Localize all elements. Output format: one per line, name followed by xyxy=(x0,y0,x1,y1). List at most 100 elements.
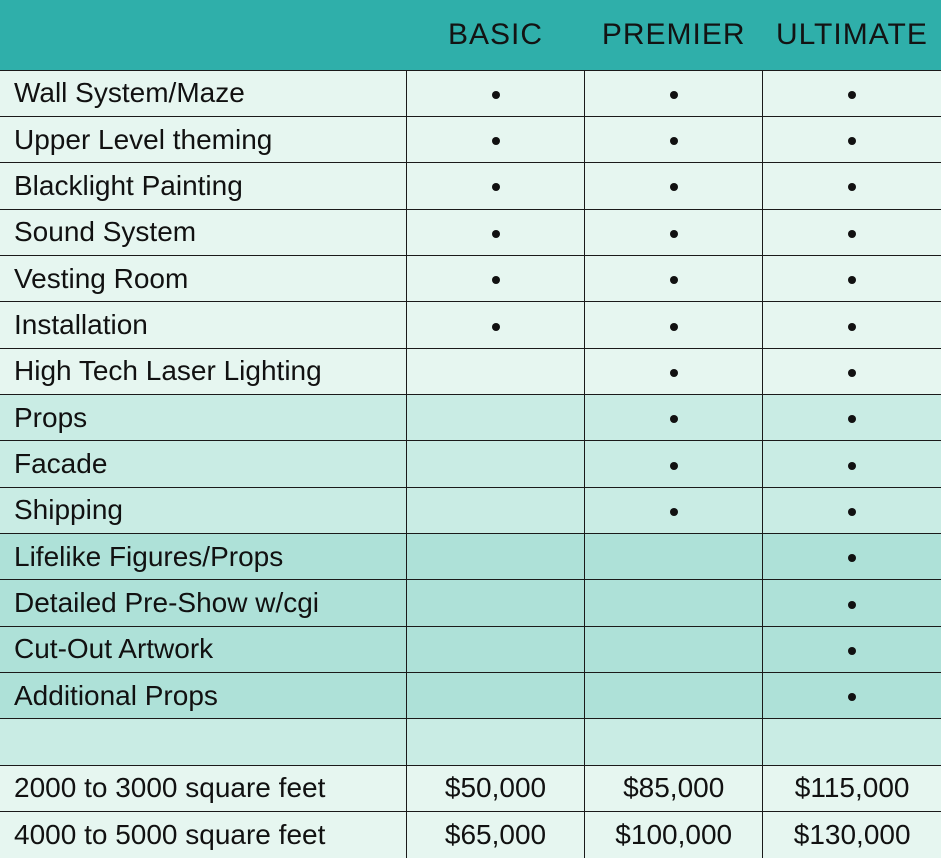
feature-label: Sound System xyxy=(0,209,406,255)
feature-label: Props xyxy=(0,394,406,440)
table-row: Facade xyxy=(0,441,941,487)
bullet-icon xyxy=(848,693,856,701)
feature-cell xyxy=(406,70,584,116)
bullet-icon xyxy=(848,137,856,145)
feature-cell xyxy=(406,255,584,301)
table-row: High Tech Laser Lighting xyxy=(0,348,941,394)
feature-label: Facade xyxy=(0,441,406,487)
pricing-cell: $115,000 xyxy=(763,765,941,811)
header-basic: BASIC xyxy=(406,0,584,70)
feature-label: Upper Level theming xyxy=(0,116,406,162)
pricing-label: 4000 to 5000 square feet xyxy=(0,812,406,858)
feature-label: Wall System/Maze xyxy=(0,70,406,116)
feature-cell xyxy=(406,394,584,440)
feature-cell xyxy=(763,209,941,255)
bullet-icon xyxy=(670,91,678,99)
feature-cell xyxy=(406,533,584,579)
feature-label: Lifelike Figures/Props xyxy=(0,533,406,579)
feature-cell xyxy=(585,672,763,718)
pricing-table-wrap: BASIC PREMIER ULTIMATE Wall System/MazeU… xyxy=(0,0,941,858)
table-header-row: BASIC PREMIER ULTIMATE xyxy=(0,0,941,70)
bullet-icon xyxy=(492,91,500,99)
bullet-icon xyxy=(848,183,856,191)
table-row: Sound System xyxy=(0,209,941,255)
pricing-cell: $65,000 xyxy=(406,812,584,858)
feature-cell xyxy=(585,441,763,487)
bullet-icon xyxy=(848,323,856,331)
feature-cell xyxy=(763,302,941,348)
feature-cell xyxy=(406,487,584,533)
feature-cell xyxy=(763,394,941,440)
pricing-cell: $85,000 xyxy=(585,765,763,811)
bullet-icon xyxy=(848,230,856,238)
feature-cell xyxy=(763,487,941,533)
bullet-icon xyxy=(848,647,856,655)
bullet-icon xyxy=(670,369,678,377)
bullet-icon xyxy=(848,601,856,609)
feature-cell xyxy=(585,209,763,255)
feature-cell xyxy=(585,255,763,301)
table-row: Detailed Pre-Show w/cgi xyxy=(0,580,941,626)
bullet-icon xyxy=(670,276,678,284)
bullet-icon xyxy=(492,230,500,238)
feature-cell xyxy=(763,533,941,579)
feature-cell xyxy=(406,302,584,348)
feature-cell xyxy=(406,441,584,487)
header-premier: PREMIER xyxy=(585,0,763,70)
header-blank xyxy=(0,0,406,70)
bullet-icon xyxy=(492,137,500,145)
bullet-icon xyxy=(848,508,856,516)
table-row: Additional Props xyxy=(0,672,941,718)
pricing-label: 2000 to 3000 square feet xyxy=(0,765,406,811)
bullet-icon xyxy=(492,276,500,284)
bullet-icon xyxy=(670,323,678,331)
bullet-icon xyxy=(670,137,678,145)
table-row: Blacklight Painting xyxy=(0,163,941,209)
spacer-cell xyxy=(0,719,406,765)
feature-cell xyxy=(763,672,941,718)
bullet-icon xyxy=(492,323,500,331)
bullet-icon xyxy=(670,415,678,423)
feature-cell xyxy=(763,348,941,394)
feature-cell xyxy=(585,533,763,579)
table-row: Lifelike Figures/Props xyxy=(0,533,941,579)
feature-cell xyxy=(585,70,763,116)
bullet-icon xyxy=(848,91,856,99)
spacer-row xyxy=(0,719,941,765)
feature-cell xyxy=(763,441,941,487)
table-row: Cut-Out Artwork xyxy=(0,626,941,672)
table-row: Installation xyxy=(0,302,941,348)
bullet-icon xyxy=(492,183,500,191)
feature-label: Installation xyxy=(0,302,406,348)
feature-cell xyxy=(406,348,584,394)
pricing-cell: $130,000 xyxy=(763,812,941,858)
table-row: Props xyxy=(0,394,941,440)
feature-cell xyxy=(585,626,763,672)
feature-cell xyxy=(763,580,941,626)
spacer-cell xyxy=(406,719,584,765)
spacer-cell xyxy=(585,719,763,765)
bullet-icon xyxy=(670,183,678,191)
feature-cell xyxy=(763,70,941,116)
feature-cell xyxy=(585,348,763,394)
feature-cell xyxy=(585,116,763,162)
feature-cell xyxy=(585,163,763,209)
spacer-cell xyxy=(763,719,941,765)
bullet-icon xyxy=(670,508,678,516)
feature-cell xyxy=(763,116,941,162)
feature-cell xyxy=(406,626,584,672)
pricing-row: 4000 to 5000 square feet$65,000$100,000$… xyxy=(0,812,941,858)
bullet-icon xyxy=(848,462,856,470)
bullet-icon xyxy=(670,230,678,238)
header-ultimate: ULTIMATE xyxy=(763,0,941,70)
table-row: Upper Level theming xyxy=(0,116,941,162)
bullet-icon xyxy=(848,554,856,562)
bullet-icon xyxy=(670,462,678,470)
feature-cell xyxy=(585,580,763,626)
feature-cell xyxy=(763,255,941,301)
bullet-icon xyxy=(848,369,856,377)
table-row: Shipping xyxy=(0,487,941,533)
feature-label: Detailed Pre-Show w/cgi xyxy=(0,580,406,626)
pricing-cell: $100,000 xyxy=(585,812,763,858)
feature-label: Vesting Room xyxy=(0,255,406,301)
